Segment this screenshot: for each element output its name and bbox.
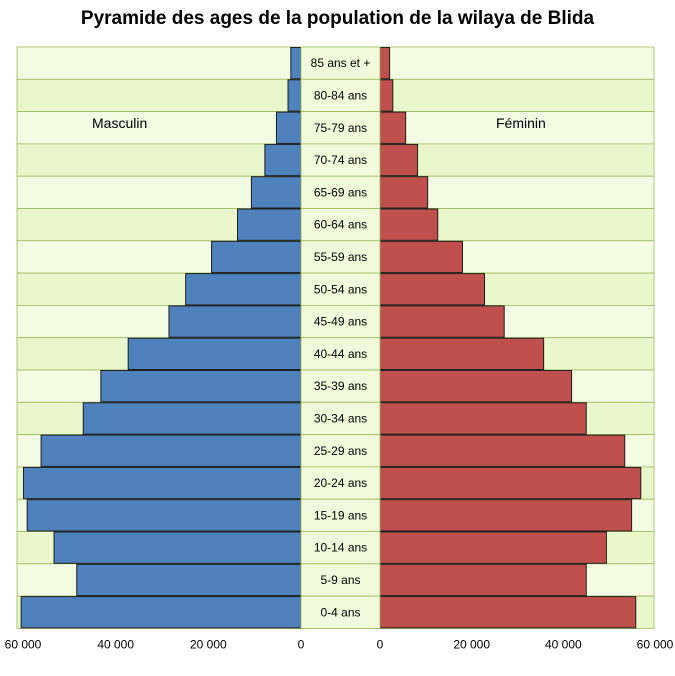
tick-left-2: 20 000: [190, 637, 227, 651]
male-bars: [20, 47, 302, 629]
tick-left-0: 60 000: [5, 637, 42, 651]
age-cell-40-44-ans: [300, 337, 381, 371]
bar-masculin-40-44-ans: [127, 337, 302, 371]
age-cell-70-74-ans: [300, 143, 381, 177]
age-label-35-39-ans: 35-39 ans: [314, 379, 367, 393]
bar-masculin-30-34-ans: [82, 402, 302, 435]
bar-feminin-25-29-ans: [379, 434, 626, 467]
bar-masculin-75-79-ans: [275, 111, 302, 144]
age-cell-15-19-ans: [300, 498, 381, 532]
bar-masculin-45-49-ans: [168, 305, 302, 338]
age-cell-35-39-ans: [300, 369, 381, 403]
bar-masculin-85-ans-et: [290, 47, 302, 80]
age-cell-55-59-ans: [300, 240, 381, 274]
age-label-45-49-ans: 45-49 ans: [314, 315, 367, 329]
bar-feminin-30-34-ans: [379, 402, 587, 435]
age-cell-5-9-ans: [300, 563, 381, 597]
age-label-60-64-ans: 60-64 ans: [314, 218, 367, 232]
bar-feminin-65-69-ans: [379, 176, 429, 209]
age-cell-60-64-ans: [300, 208, 381, 242]
bar-masculin-10-14-ans: [53, 531, 302, 564]
bar-masculin-65-69-ans: [250, 176, 302, 209]
age-label-5-9-ans: 5-9 ans: [320, 573, 360, 587]
age-cell-75-79-ans: [300, 111, 381, 145]
bar-masculin-0-4-ans: [20, 596, 302, 629]
age-cell-30-34-ans: [300, 401, 381, 435]
age-label-85-ans-et: 85 ans et +: [311, 56, 371, 70]
tick-right-0: 0: [377, 637, 384, 651]
age-cell-0-4-ans: [300, 595, 381, 629]
age-label-40-44-ans: 40-44 ans: [314, 347, 367, 361]
age-cell-50-54-ans: [300, 272, 381, 306]
bar-masculin-20-24-ans: [22, 466, 302, 500]
age-label-80-84-ans: 80-84 ans: [314, 88, 367, 102]
bar-feminin-40-44-ans: [379, 337, 545, 371]
bar-feminin-55-59-ans: [379, 240, 463, 274]
bar-feminin-35-39-ans: [379, 370, 573, 403]
age-cell-80-84-ans: [300, 78, 381, 113]
bar-feminin-85-ans-et: [379, 47, 391, 80]
age-cell-10-14-ans: [300, 531, 381, 565]
tick-left-3: 0: [298, 637, 305, 651]
female-bars: [379, 47, 642, 629]
bar-feminin-60-64-ans: [379, 208, 439, 241]
bar-feminin-45-49-ans: [379, 305, 505, 338]
bar-masculin-25-29-ans: [40, 434, 302, 467]
age-label-25-29-ans: 25-29 ans: [314, 444, 367, 458]
bar-masculin-5-9-ans: [76, 563, 302, 597]
age-label-15-19-ans: 15-19 ans: [314, 508, 367, 522]
age-label-10-14-ans: 10-14 ans: [314, 541, 367, 555]
bar-feminin-80-84-ans: [379, 79, 394, 112]
axis-ticks: 60 000 40 000 20 000 0 0 20 000 40 000 60 000: [5, 637, 674, 651]
bar-masculin-15-19-ans: [26, 499, 302, 532]
age-cell-65-69-ans: [300, 175, 381, 209]
bar-feminin-15-19-ans: [379, 499, 633, 532]
series-label-masculin: Masculin: [92, 115, 147, 131]
age-cell-20-24-ans: [300, 466, 381, 500]
age-label-30-34-ans: 30-34 ans: [314, 411, 367, 425]
age-cell-25-29-ans: [300, 434, 381, 468]
age-label-65-69-ans: 65-69 ans: [314, 185, 367, 199]
bar-feminin-50-54-ans: [379, 273, 485, 306]
bar-feminin-20-24-ans: [379, 466, 642, 500]
series-label-feminin: Féminin: [496, 115, 546, 131]
age-cell-85-ans-et: [300, 46, 381, 80]
bar-masculin-80-84-ans: [287, 79, 302, 112]
age-cell-45-49-ans: [300, 304, 381, 339]
tick-right-2: 40 000: [545, 637, 582, 651]
tick-right-1: 20 000: [453, 637, 490, 651]
chart-title: Pyramide des ages de la population de la…: [80, 8, 595, 29]
age-label-0-4-ans: 0-4 ans: [320, 605, 360, 619]
age-label-column: 85 ans et + 80-84 ans 75-79 ans 70-74 ans 65…: [300, 46, 381, 629]
bar-feminin-0-4-ans: [379, 596, 637, 629]
tick-left-1: 40 000: [97, 637, 134, 651]
bar-feminin-5-9-ans: [379, 563, 587, 597]
bar-feminin-70-74-ans: [379, 143, 419, 177]
bar-masculin-35-39-ans: [100, 370, 302, 403]
age-label-20-24-ans: 20-24 ans: [314, 476, 367, 490]
age-label-50-54-ans: 50-54 ans: [314, 282, 367, 296]
tick-right-3: 60 000: [637, 637, 674, 651]
bar-masculin-60-64-ans: [237, 208, 302, 241]
bar-feminin-10-14-ans: [379, 531, 607, 564]
age-label-70-74-ans: 70-74 ans: [314, 153, 367, 167]
bar-feminin-75-79-ans: [379, 111, 407, 144]
bar-masculin-50-54-ans: [185, 273, 302, 306]
bar-masculin-55-59-ans: [211, 240, 302, 274]
age-label-55-59-ans: 55-59 ans: [314, 250, 367, 264]
bar-masculin-70-74-ans: [264, 143, 302, 177]
age-label-75-79-ans: 75-79 ans: [314, 121, 367, 135]
